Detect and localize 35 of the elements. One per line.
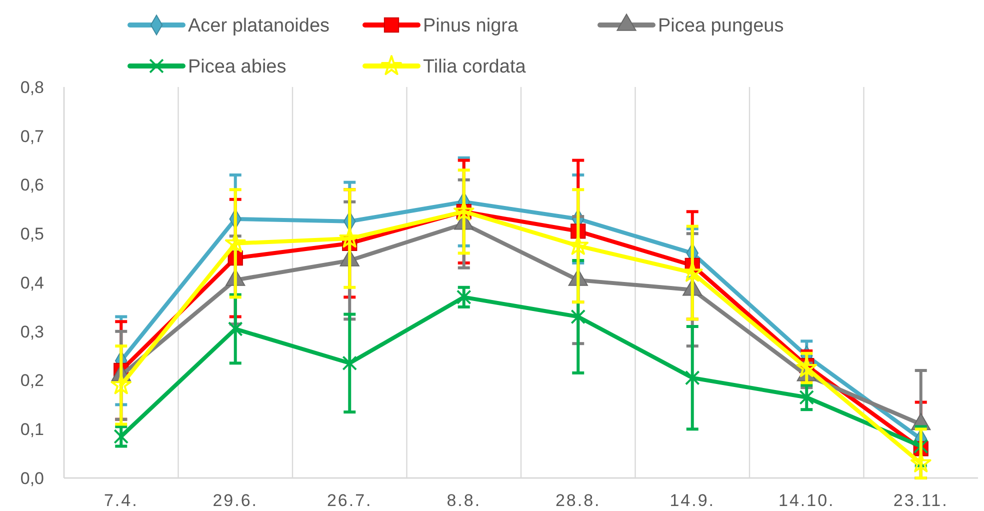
point <box>228 321 243 336</box>
point <box>570 309 586 324</box>
x-tick-label: 28.8. <box>555 490 601 510</box>
point <box>342 356 358 371</box>
x-tick-label: 8.8. <box>446 490 482 510</box>
point <box>910 452 932 472</box>
y-tick-label: 0,2 <box>20 371 44 390</box>
x-tick-label: 7.4. <box>104 490 138 510</box>
point <box>456 290 472 305</box>
point <box>684 370 700 386</box>
point <box>682 262 703 282</box>
legend-label: Acer platanoides <box>188 16 330 37</box>
y-tick-label: 0,6 <box>20 176 44 195</box>
legend-label: Picea pungeus <box>658 16 784 37</box>
x-tick-label: 26.7. <box>326 490 372 510</box>
y-tick-label: 0,0 <box>20 468 44 488</box>
y-tick-label: 0,8 <box>20 78 44 97</box>
legend-label: Pinus nigra <box>423 16 518 37</box>
point <box>110 374 132 394</box>
x-tick-label: 14.10. <box>778 490 835 510</box>
x-tick-label: 29.6. <box>212 490 258 510</box>
legend-label: Tilia cordata <box>423 56 526 78</box>
point <box>114 429 129 444</box>
legend-label: Picea abies <box>188 56 286 78</box>
y-tick-label: 0,1 <box>20 420 44 440</box>
y-tick-label: 0,5 <box>20 224 44 244</box>
point <box>796 357 818 378</box>
point <box>224 232 246 252</box>
point <box>453 200 474 221</box>
y-tick-label: 0,7 <box>20 126 44 146</box>
x-tick-label: 14.9. <box>670 490 716 510</box>
y-tick-label: 0,4 <box>20 273 44 292</box>
y-tick-label: 0,3 <box>20 322 44 342</box>
point <box>799 390 814 405</box>
x-tick-label: 23.11. <box>893 490 948 510</box>
